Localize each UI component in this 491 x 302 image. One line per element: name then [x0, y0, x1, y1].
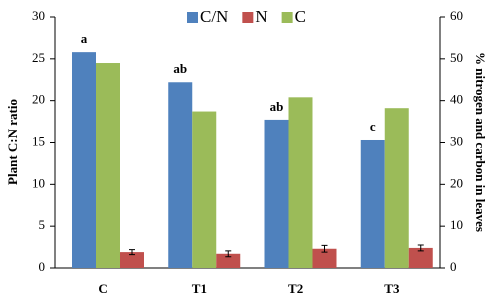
bar [216, 253, 241, 268]
annotation: a [81, 31, 88, 46]
y2-tick-label: 40 [450, 92, 463, 107]
bar [288, 97, 313, 268]
error-bar [129, 249, 135, 256]
error-bar [321, 244, 328, 253]
y2-tick-label: 0 [450, 259, 457, 274]
bar [408, 247, 433, 268]
legend-swatch [242, 12, 254, 23]
bar [168, 82, 193, 268]
y-axis-title: Plant C:N ratio [5, 99, 20, 185]
annotation: ab [270, 99, 284, 114]
y-tick-label: 0 [39, 259, 46, 274]
y-tick-label: 5 [39, 217, 46, 232]
bar [384, 108, 409, 269]
legend-label: C [295, 7, 306, 26]
y2-tick-label: 60 [450, 8, 463, 23]
x-tick-label: T3 [384, 281, 400, 296]
error-bar [417, 244, 424, 252]
x-tick-label: C [98, 281, 107, 296]
x-tick-label: T2 [288, 281, 303, 296]
bar [312, 248, 337, 268]
y-tick-label: 10 [32, 175, 45, 190]
bar [96, 63, 120, 269]
y-tick-label: 20 [32, 92, 45, 107]
error-bar [225, 250, 232, 258]
bar [72, 52, 96, 268]
y2-tick-label: 50 [450, 50, 463, 65]
legend-swatch [187, 12, 198, 23]
y2-axis-title: % nitrogen and carbon in leaves [473, 52, 488, 232]
y-tick-label: 30 [32, 8, 45, 23]
y-tick-label: 15 [32, 133, 45, 148]
bar [120, 252, 144, 268]
x-tick-label: T1 [192, 281, 207, 296]
legend-swatch [281, 12, 293, 23]
legend-label: N [255, 7, 267, 26]
annotation: ab [173, 61, 187, 76]
legend-label: C/N [200, 7, 228, 26]
bar [192, 111, 217, 268]
y-tick-label: 25 [32, 50, 45, 65]
bar [264, 119, 289, 268]
y2-tick-label: 30 [450, 133, 463, 148]
y2-tick-label: 20 [450, 175, 463, 190]
annotation: c [370, 119, 376, 134]
bar [360, 139, 385, 268]
y2-tick-label: 10 [450, 217, 463, 232]
